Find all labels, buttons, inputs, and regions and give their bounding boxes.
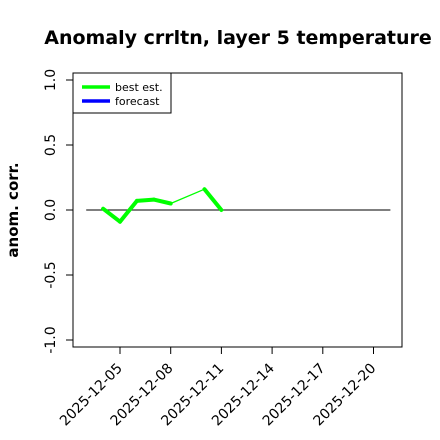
series-segment bbox=[170, 188, 206, 205]
y-tick-label: 1.0 bbox=[43, 69, 59, 91]
chart-title: Anomaly crrltn, layer 5 temperature bbox=[44, 27, 432, 49]
y-tick-label: -0.5 bbox=[43, 261, 59, 288]
y-tick-label: 0.5 bbox=[43, 134, 59, 156]
legend-box bbox=[72, 72, 172, 114]
y-tick-label: -1.0 bbox=[43, 326, 59, 353]
legend-label-forecast: forecast bbox=[115, 95, 160, 108]
y-axis-label: anom. corr. bbox=[4, 162, 22, 257]
legend: best est. forecast bbox=[72, 72, 172, 114]
legend-label-best-est: best est. bbox=[115, 81, 163, 94]
series-segment bbox=[134, 197, 156, 203]
y-tick-label: 0.0 bbox=[43, 199, 59, 221]
series-segment bbox=[151, 197, 173, 206]
series-segment bbox=[101, 206, 122, 224]
series-segment bbox=[202, 187, 224, 212]
series-segment bbox=[118, 198, 139, 224]
